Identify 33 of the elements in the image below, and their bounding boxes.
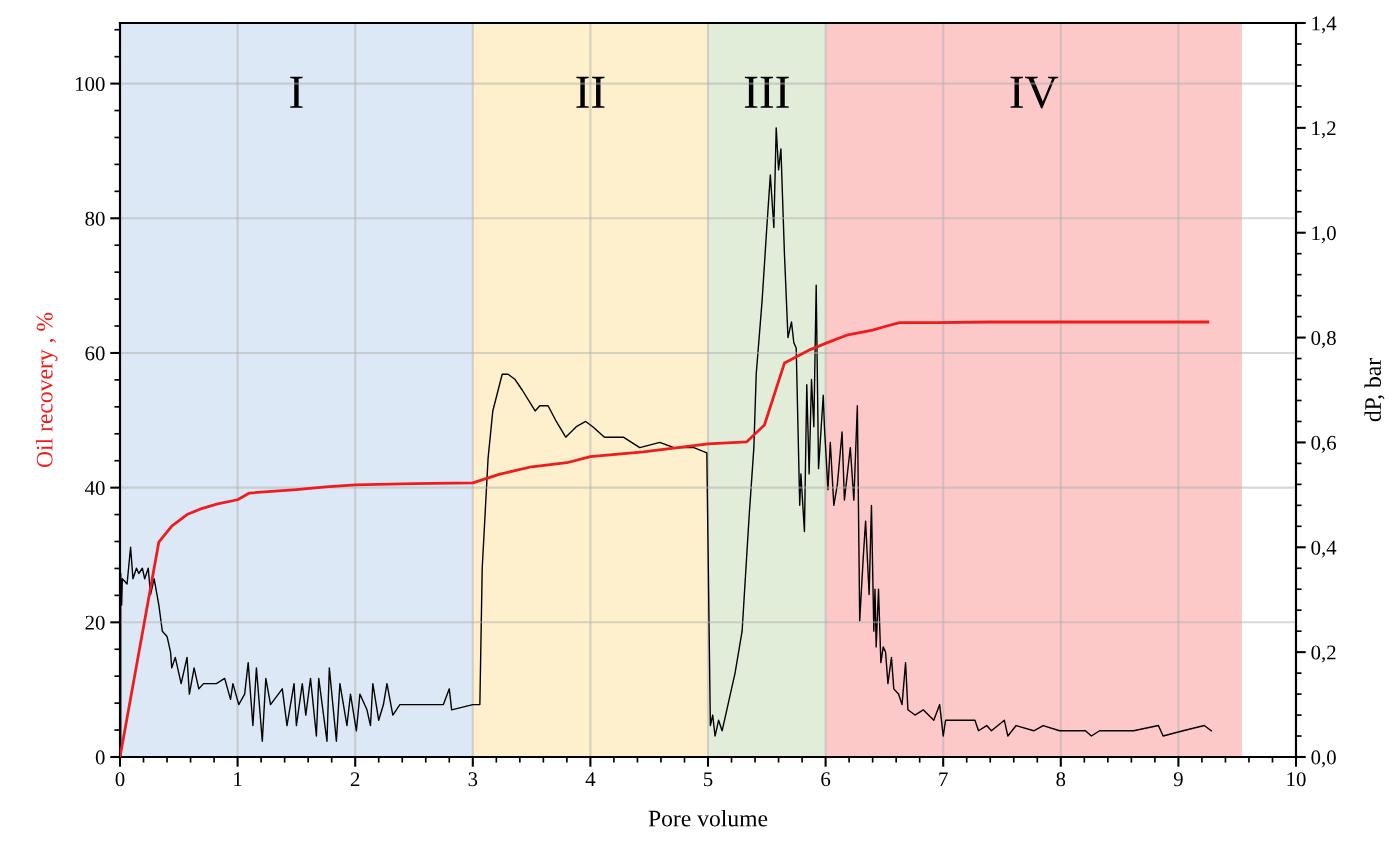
x-tick-label: 2 [350, 772, 360, 787]
x-tick-label: 6 [821, 772, 831, 787]
x-tick-label: 4 [585, 772, 596, 787]
x-tick-label: 7 [939, 772, 948, 787]
y2-tick-label: 0,2 [1311, 645, 1336, 663]
y-tick-label: 0 [95, 750, 105, 765]
x-tick-label: 3 [468, 772, 478, 787]
y-axis-title: Oil recovery , % [36, 312, 58, 468]
x-axis-title: Pore volume [648, 809, 768, 827]
x-tick-label: 10 [1287, 772, 1306, 787]
band-label: I [290, 76, 303, 108]
y2-tick-label: 0,4 [1311, 540, 1337, 558]
x-tick-label: 8 [1056, 772, 1066, 787]
x-tick-label: 5 [704, 772, 713, 787]
band-label: III [744, 76, 789, 108]
y2-tick-label: 0,6 [1311, 435, 1336, 453]
y2-tick-label: 1,4 [1312, 16, 1337, 34]
y2-tick-label: 1,0 [1312, 226, 1336, 244]
x-tick-label: 9 [1173, 772, 1183, 787]
line-series [120, 320, 1210, 757]
y-tick-label: 40 [84, 481, 105, 496]
y-tick-label: 60 [85, 346, 105, 361]
y2-axis-title: dP, bar [1364, 358, 1385, 422]
y-tick-label: 20 [85, 615, 105, 630]
y-tick-label: 80 [85, 211, 105, 226]
y2-tick-label: 0,8 [1311, 330, 1336, 348]
y-tick-label: 100 [76, 76, 105, 92]
band-label: II [576, 76, 605, 108]
y2-tick-label: 0,0 [1311, 750, 1336, 768]
band-label: IV [1010, 76, 1059, 109]
x-tick-label: 0 [115, 772, 125, 787]
x-tick-label: 1 [234, 772, 242, 787]
y2-tick-label: 1,2 [1312, 121, 1336, 139]
